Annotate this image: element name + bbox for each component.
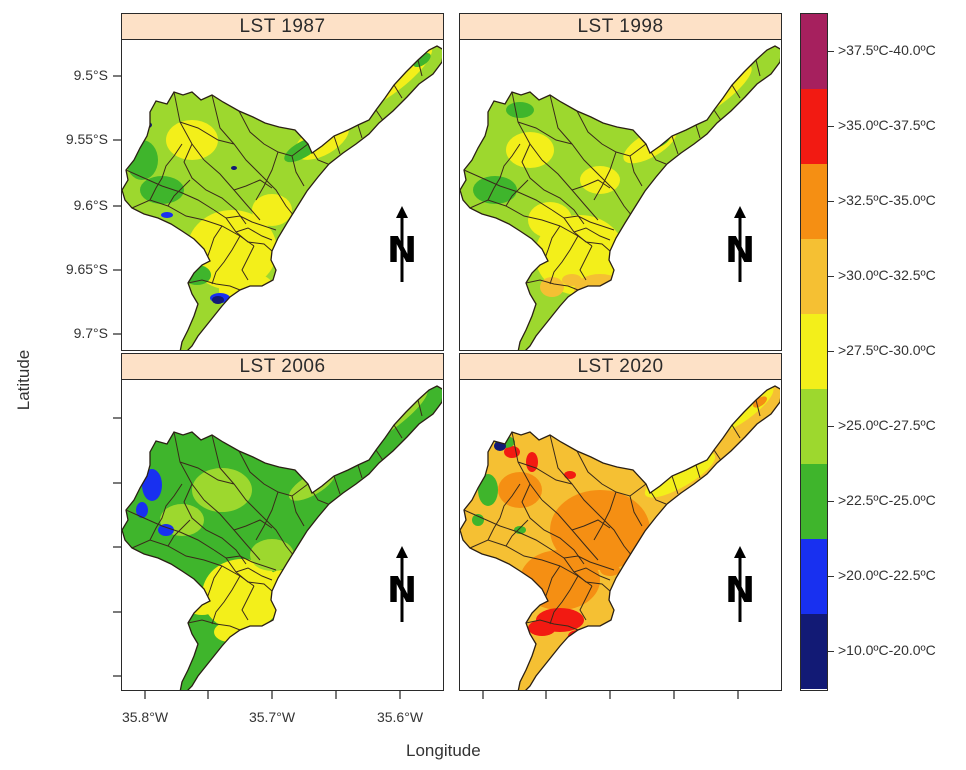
y-tick-label: 9.65°S	[65, 261, 108, 277]
legend-label: >27.5ºC-30.0ºC	[838, 341, 936, 358]
panel-lst-2006: LST 2006 N	[121, 353, 444, 691]
legend-label: >25.0ºC-27.5ºC	[838, 416, 936, 433]
y-tick-label: 9.5°S	[73, 67, 108, 83]
legend-swatch	[801, 464, 827, 539]
panel-lst-1998: LST 1998 N	[459, 13, 782, 351]
x-axis-title: Longitude	[406, 741, 481, 760]
legend-label: >20.0ºC-22.5ºC	[838, 566, 936, 583]
north-arrow-label: N	[387, 570, 417, 611]
legend-tick	[828, 350, 834, 352]
north-arrow-icon: N	[725, 546, 755, 622]
legend-swatch	[801, 239, 827, 314]
panel-lst-2020: LST 2020 N	[459, 353, 782, 691]
legend-tick	[828, 275, 834, 277]
legend-swatch	[801, 89, 827, 164]
coastline-outline	[122, 385, 442, 690]
lst-map-1987: N	[122, 45, 442, 350]
coastline-outline	[122, 45, 442, 350]
legend-label: >32.5ºC-35.0ºC	[838, 191, 936, 208]
legend-swatch	[801, 14, 827, 89]
north-arrow-icon: N	[725, 206, 755, 282]
coastline-outline	[460, 45, 780, 350]
panel-title: LST 2020	[460, 354, 781, 380]
panel-title: LST 2006	[122, 354, 443, 380]
north-arrow-label: N	[387, 230, 417, 271]
panel-title: LST 1987	[122, 14, 443, 40]
district-borders	[463, 59, 761, 291]
north-arrow-label: N	[725, 230, 755, 271]
legend-label: >30.0ºC-32.5ºC	[838, 266, 936, 283]
lst-raster	[122, 386, 442, 690]
lst-raster	[460, 386, 780, 690]
y-axis-title: Latitude	[14, 349, 33, 411]
legend-colorbar	[800, 13, 828, 691]
y-tick-label: 9.6°S	[73, 197, 108, 213]
y-tick-label: 9.55°S	[65, 131, 108, 147]
y-tick-label: 9.7°S	[73, 325, 108, 341]
panel-lst-1987: LST 1987 N	[121, 13, 444, 351]
district-borders	[125, 399, 423, 631]
legend-label: >22.5ºC-25.0ºC	[838, 491, 936, 508]
legend-swatch	[801, 314, 827, 389]
north-arrow-icon: N	[387, 206, 417, 282]
legend-tick	[828, 575, 834, 577]
legend-tick	[828, 200, 834, 202]
legend-swatch	[801, 164, 827, 239]
district-borders	[463, 399, 761, 631]
lst-map-2020: N	[460, 385, 780, 690]
coastline-outline	[460, 385, 780, 690]
lst-map-1998: N	[460, 45, 780, 350]
legend-tick	[828, 50, 834, 52]
x-tick-label: 35.8°W	[121, 709, 169, 725]
legend-tick	[828, 500, 834, 502]
north-arrow-label: N	[725, 570, 755, 611]
district-borders	[125, 59, 423, 291]
legend-tick	[828, 650, 834, 652]
panel-title: LST 1998	[460, 14, 781, 40]
legend-tick	[828, 425, 834, 427]
x-tick-label: 35.7°W	[248, 709, 296, 725]
lst-raster	[460, 46, 780, 350]
legend-label: >35.0ºC-37.5ºC	[838, 116, 936, 133]
lst-raster	[122, 46, 442, 350]
lst-map-2006: N	[122, 385, 442, 690]
legend-tick	[828, 125, 834, 127]
legend-swatch	[801, 389, 827, 464]
x-tick-label: 35.6°W	[376, 709, 424, 725]
legend-swatch	[801, 539, 827, 614]
legend-label: >10.0ºC-20.0ºC	[838, 641, 936, 658]
legend-label: >37.5ºC-40.0ºC	[838, 41, 936, 58]
north-arrow-icon: N	[387, 546, 417, 622]
legend-swatch	[801, 614, 827, 689]
